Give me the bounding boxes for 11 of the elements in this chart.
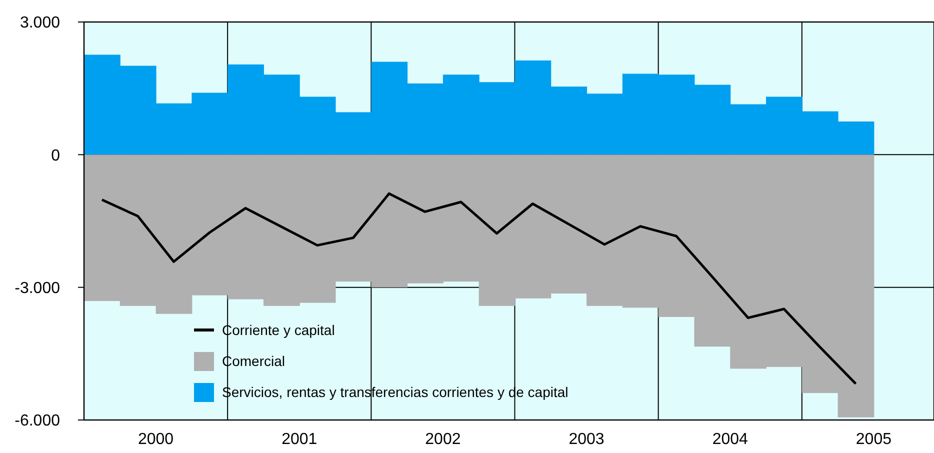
y-tick-label: 3.000 xyxy=(20,14,60,32)
y-tick-label: -6.000 xyxy=(14,412,60,430)
x-tick-label: 2004 xyxy=(712,431,748,448)
x-tick-label: 2000 xyxy=(138,431,174,448)
x-tick-label: 2003 xyxy=(568,431,604,448)
x-tick-label: 2001 xyxy=(282,431,318,448)
x-tick-label: 2005 xyxy=(856,431,892,448)
line-series xyxy=(100,192,857,385)
y-tick-label: 0 xyxy=(51,147,60,164)
y-tick-label: -3.000 xyxy=(14,280,60,297)
x-tick-label: 2002 xyxy=(425,431,461,448)
